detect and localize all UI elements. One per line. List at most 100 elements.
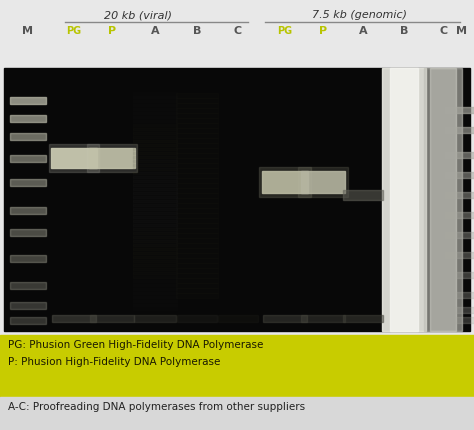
Text: 7.5 kb (genomic): 7.5 kb (genomic) — [312, 10, 408, 20]
Bar — [445, 172, 474, 178]
Bar — [133, 244, 177, 250]
Bar — [133, 196, 177, 202]
Bar — [133, 204, 177, 210]
Bar — [176, 193, 218, 197]
Bar — [445, 107, 474, 113]
Bar — [49, 144, 99, 172]
Bar — [133, 268, 177, 274]
Bar — [176, 157, 218, 163]
Text: P: P — [108, 26, 116, 36]
Bar — [10, 316, 46, 323]
Bar — [133, 288, 177, 294]
Bar — [133, 232, 177, 238]
Bar — [133, 300, 177, 306]
Bar — [133, 304, 177, 310]
Bar — [445, 317, 474, 323]
Bar — [176, 288, 218, 292]
Bar — [133, 284, 177, 290]
Bar — [10, 206, 46, 214]
Bar — [133, 156, 177, 162]
Bar — [133, 276, 177, 282]
Bar — [176, 182, 218, 187]
Bar — [0, 0, 474, 68]
Bar — [133, 260, 177, 266]
Bar — [176, 117, 218, 123]
Text: PG: PG — [66, 26, 82, 36]
Bar — [133, 172, 177, 178]
Bar — [176, 233, 218, 237]
Bar — [176, 227, 218, 233]
Bar — [176, 248, 218, 252]
Bar — [133, 124, 177, 130]
Bar — [10, 114, 46, 122]
Bar — [133, 160, 177, 166]
Bar — [176, 212, 218, 218]
Bar — [133, 220, 177, 226]
Bar — [133, 168, 177, 174]
Bar — [133, 248, 177, 254]
Bar — [176, 187, 218, 193]
Bar — [176, 218, 218, 222]
Bar — [51, 148, 97, 168]
Bar — [301, 171, 345, 193]
Bar — [176, 283, 218, 288]
Bar — [133, 96, 177, 102]
Bar — [133, 228, 177, 234]
Bar — [176, 267, 218, 273]
Bar — [445, 152, 474, 158]
Bar — [343, 314, 383, 322]
Bar — [0, 397, 474, 430]
Bar — [176, 172, 218, 178]
Bar — [259, 167, 311, 197]
Bar — [424, 68, 462, 331]
Text: B: B — [193, 26, 201, 36]
Text: B: B — [400, 26, 408, 36]
Bar — [176, 123, 218, 128]
Bar — [445, 292, 474, 298]
Bar — [445, 192, 474, 198]
Bar — [176, 178, 218, 182]
Bar — [176, 208, 218, 212]
Bar — [445, 212, 474, 218]
Bar — [10, 178, 46, 185]
Bar — [133, 132, 177, 138]
Bar — [10, 132, 46, 139]
Bar — [133, 108, 177, 114]
Bar — [176, 92, 218, 98]
Bar — [176, 237, 218, 243]
Bar — [176, 147, 218, 153]
Bar — [10, 228, 46, 236]
Bar — [176, 98, 218, 102]
Bar — [4, 68, 470, 331]
Bar — [176, 222, 218, 227]
Bar — [176, 168, 218, 172]
Bar — [0, 335, 474, 397]
Bar — [133, 184, 177, 190]
Bar — [430, 68, 456, 331]
Bar — [133, 148, 177, 154]
Bar — [133, 192, 177, 198]
Bar — [87, 144, 137, 172]
Bar — [133, 116, 177, 122]
Bar — [133, 252, 177, 258]
Bar — [176, 243, 218, 248]
Text: PG: PG — [277, 26, 292, 36]
Bar — [176, 258, 218, 262]
Bar — [445, 232, 474, 238]
Bar — [445, 307, 474, 313]
Bar — [176, 132, 218, 138]
Bar — [133, 100, 177, 106]
Text: 20 kb (viral): 20 kb (viral) — [104, 10, 172, 20]
Bar — [134, 314, 176, 322]
Bar — [176, 138, 218, 142]
Bar — [343, 190, 383, 200]
Bar — [133, 256, 177, 262]
Bar — [89, 148, 135, 168]
Bar — [390, 68, 418, 331]
Text: M: M — [22, 26, 34, 36]
Bar — [176, 197, 218, 203]
Bar — [176, 163, 218, 168]
Bar — [133, 164, 177, 170]
Text: M: M — [456, 26, 467, 36]
Bar — [218, 314, 258, 322]
